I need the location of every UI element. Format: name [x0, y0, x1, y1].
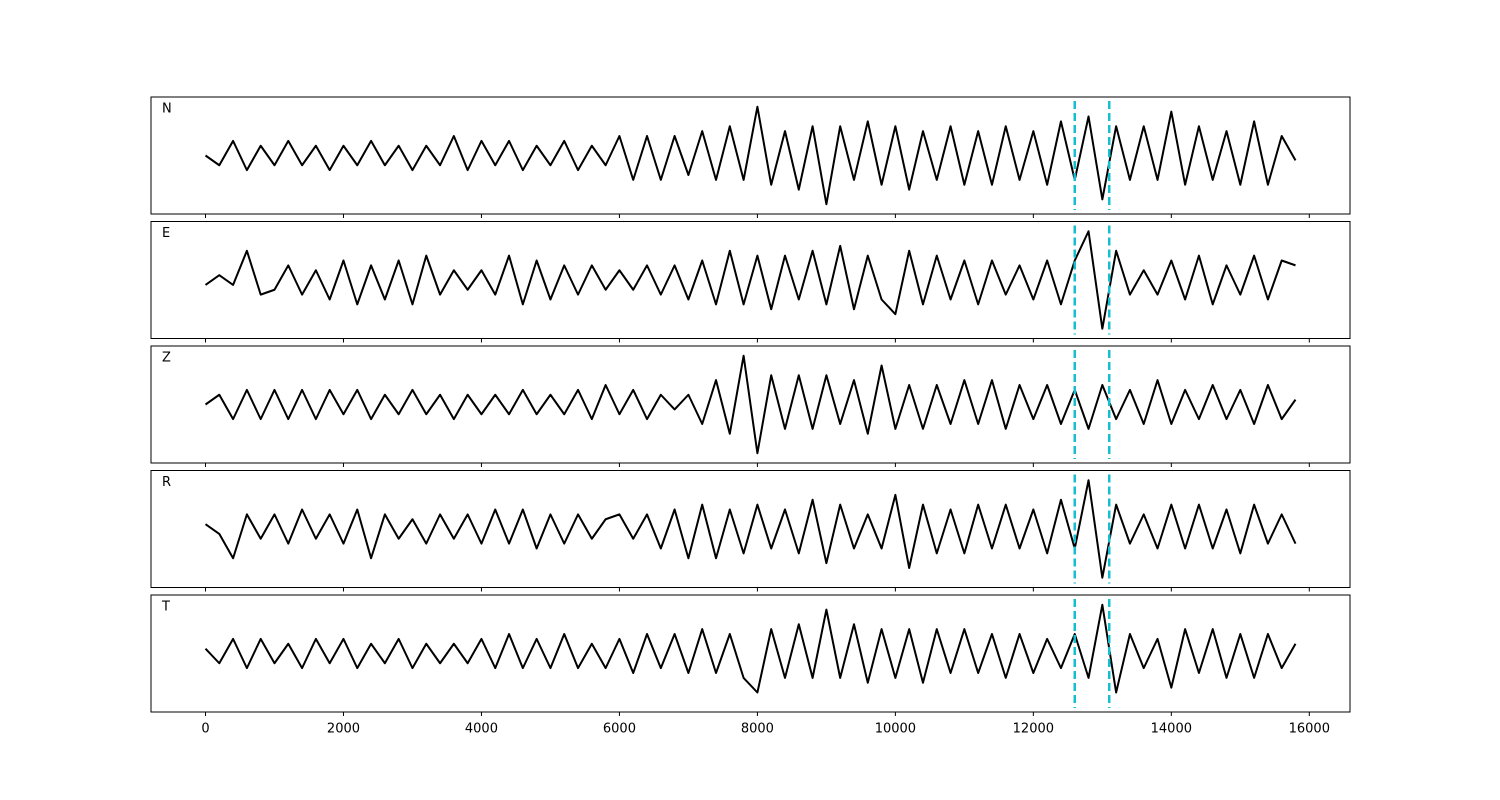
- x-tick-label: 10000: [875, 722, 916, 737]
- x-tick-label: 0: [201, 722, 209, 737]
- x-tick-label: 4000: [465, 722, 498, 737]
- x-tick-label: 8000: [741, 722, 774, 737]
- x-tick-label: 16000: [1289, 722, 1330, 737]
- trace: [204, 354, 1297, 455]
- panel-label: N: [162, 102, 172, 117]
- trace: [204, 603, 1297, 694]
- panel-frame: [150, 470, 1351, 588]
- panel-label: T: [161, 600, 170, 615]
- panel-frame: [150, 594, 1351, 713]
- trace: [204, 105, 1297, 206]
- panel-label: Z: [162, 351, 171, 366]
- trace: [204, 230, 1296, 330]
- panel-frame: [150, 96, 1351, 215]
- panel-frame: [150, 221, 1351, 339]
- x-tick-label: 12000: [1013, 722, 1054, 737]
- panel-frame: [150, 345, 1351, 464]
- panel-label: R: [162, 475, 171, 490]
- x-tick-label: 6000: [603, 722, 636, 737]
- panel-label: E: [162, 226, 170, 241]
- trace: [204, 479, 1297, 579]
- x-tick-label: 14000: [1151, 722, 1192, 737]
- x-tick-label: 2000: [327, 722, 360, 737]
